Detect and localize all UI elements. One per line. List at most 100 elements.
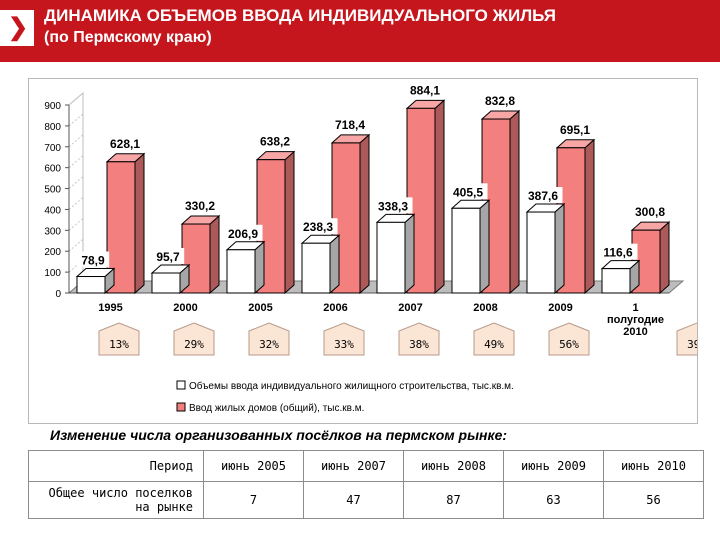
data-label-individual-bg xyxy=(76,251,110,268)
value-cell: 47 xyxy=(303,481,404,519)
data-label-individual-bg xyxy=(298,218,338,235)
data-label-total-bg xyxy=(180,197,220,214)
value-cell: 63 xyxy=(503,481,604,519)
share-label: 49% xyxy=(484,338,504,351)
bar-total-side xyxy=(134,152,145,295)
period-cell: июнь 2010 xyxy=(603,450,704,482)
bar-total xyxy=(106,161,136,294)
data-label-individual: 405,5 xyxy=(453,185,483,199)
data-label-individual: 206,9 xyxy=(228,227,258,241)
data-label-total-bg xyxy=(630,203,670,220)
table-row: Период июнь 2005 июнь 2007 июнь 2008 июн… xyxy=(28,450,704,482)
data-label-individual-bg xyxy=(523,187,563,204)
gridline xyxy=(68,134,84,148)
x-tick-label: 2007 xyxy=(398,302,422,314)
y-tick-label: 400 xyxy=(44,205,61,216)
bar-individual-side xyxy=(479,199,490,295)
chart-frame: 0 100 200 300 400 500 600 700 800 900 78,9 628,1 199… xyxy=(28,78,698,424)
share-badge xyxy=(548,322,590,356)
share-badge xyxy=(676,322,697,356)
bar-total-side xyxy=(434,99,445,295)
x-tick-label: 1 xyxy=(632,302,638,314)
x-tick-label: 2010 xyxy=(623,326,647,338)
y-tick-label: 600 xyxy=(44,164,61,175)
x-tick-label: 2006 xyxy=(323,302,347,314)
x-tick-label: 2009 xyxy=(548,302,572,314)
gridline xyxy=(68,217,84,231)
bar-individual-side xyxy=(554,202,565,295)
bar-total-side xyxy=(659,221,670,295)
chevron-right-icon: ❯ xyxy=(8,14,29,41)
header-bar: ❯ ДИНАМИКА ОБЪЕМОВ ВВОДА ИНДИВИДУАЛЬНОГО… xyxy=(0,0,720,62)
data-label-total-bg xyxy=(105,134,145,151)
bar-individual xyxy=(526,211,556,294)
data-label-total: 628,1 xyxy=(110,137,140,151)
data-label-total-bg xyxy=(255,132,295,149)
share-label: 56% xyxy=(559,338,579,351)
data-label-individual-bg xyxy=(151,248,185,265)
bar-total xyxy=(331,142,361,294)
data-label-individual: 95,7 xyxy=(156,250,180,264)
share-badge xyxy=(173,322,215,356)
bar-individual xyxy=(76,276,106,294)
legend-label-individual: Объемы ввода индивидуального жилищного с… xyxy=(189,380,514,392)
data-label-individual: 238,3 xyxy=(303,220,333,234)
x-tick-label: полугодие xyxy=(607,314,664,326)
x-tick-label: 2005 xyxy=(248,302,272,314)
bar-individual xyxy=(151,272,181,294)
data-label-individual: 387,6 xyxy=(528,189,558,203)
data-label-total: 695,1 xyxy=(560,123,590,137)
y-tick-label: 200 xyxy=(44,247,61,258)
data-label-individual-bg xyxy=(448,183,488,200)
bar-total-side xyxy=(209,214,220,295)
table-row: Общее число поселков на рынке 7 47 87 63… xyxy=(28,481,704,519)
header-tab xyxy=(0,10,34,46)
gridline xyxy=(68,92,84,106)
page-title: ДИНАМИКА ОБЪЕМОВ ВВОДА ИНДИВИДУАЛЬНОГО Ж… xyxy=(44,6,556,25)
legend-label-total: Ввод жилых домов (общий), тыс.кв.м. xyxy=(189,402,364,414)
share-label: 32% xyxy=(259,338,279,351)
bar-total-side xyxy=(359,133,370,295)
value-cell: 7 xyxy=(203,481,304,519)
data-label-total-bg xyxy=(555,120,595,137)
period-cell: июнь 2009 xyxy=(503,450,604,482)
y-tick-label: 700 xyxy=(44,143,61,154)
page-subtitle: (по Пермскому краю) xyxy=(44,29,212,46)
data-label-total: 638,2 xyxy=(260,135,290,149)
data-label-total-bg xyxy=(330,115,370,132)
value-cell: 87 xyxy=(403,481,504,519)
data-label-total: 330,2 xyxy=(185,199,215,213)
period-cell: июнь 2007 xyxy=(303,450,404,482)
x-tick-label: 1995 xyxy=(98,302,122,314)
bar-total-side xyxy=(284,150,295,295)
gridline xyxy=(68,176,84,189)
x-tick-label: 2000 xyxy=(173,302,197,314)
data-label-total: 832,8 xyxy=(485,94,515,108)
bar-individual-side xyxy=(404,213,415,295)
bar-individual xyxy=(451,207,481,294)
housing-bar-chart: 0 100 200 300 400 500 600 700 800 900 78,9 628,1 199… xyxy=(44,81,697,414)
data-label-individual: 116,6 xyxy=(603,246,633,260)
gridline xyxy=(68,197,84,210)
y-tick-label: 300 xyxy=(44,226,61,237)
bar-total-side xyxy=(584,138,595,295)
data-label-individual-bg xyxy=(598,243,638,260)
section-title: Изменение числа организованных посёлков … xyxy=(50,427,508,443)
x-tick-label: 2008 xyxy=(473,302,497,314)
data-label-total: 884,1 xyxy=(410,83,440,97)
share-label: 33% xyxy=(334,338,354,351)
data-label-individual: 338,3 xyxy=(378,199,408,213)
y-tick-label: 500 xyxy=(44,185,61,196)
share-label: 13% xyxy=(109,338,129,351)
share-label: 38% xyxy=(409,338,429,351)
gridline xyxy=(68,155,84,169)
share-badge xyxy=(248,322,290,356)
row-header: Общее число поселков на рынке xyxy=(28,481,204,519)
share-badge xyxy=(323,322,365,356)
value-cell: 56 xyxy=(603,481,704,519)
share-badge xyxy=(473,322,515,356)
bar-individual xyxy=(226,249,256,294)
data-label-individual-bg xyxy=(223,224,263,241)
share-label: 29% xyxy=(184,338,204,351)
period-header: Период xyxy=(28,450,204,482)
